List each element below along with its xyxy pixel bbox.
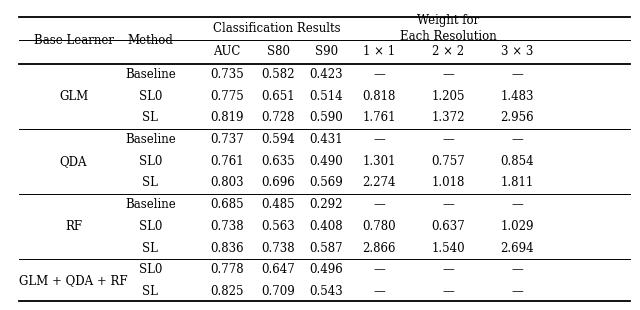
Text: SL: SL <box>143 176 158 189</box>
Text: 1.018: 1.018 <box>431 176 465 189</box>
Text: S90: S90 <box>315 46 338 58</box>
Text: 0.514: 0.514 <box>310 90 343 103</box>
Text: 0.836: 0.836 <box>211 241 244 255</box>
Text: 0.737: 0.737 <box>211 133 244 146</box>
Text: 0.738: 0.738 <box>211 220 244 233</box>
Text: 0.819: 0.819 <box>211 111 244 124</box>
Text: 3 × 3: 3 × 3 <box>501 46 533 58</box>
Text: 2.274: 2.274 <box>362 176 396 189</box>
Text: 0.635: 0.635 <box>262 155 295 168</box>
Text: —: — <box>442 68 454 81</box>
Text: —: — <box>511 133 523 146</box>
Text: Weight for
Each Resolution: Weight for Each Resolution <box>399 14 497 43</box>
Text: 0.423: 0.423 <box>310 68 343 81</box>
Text: —: — <box>373 68 385 81</box>
Text: S80: S80 <box>267 46 290 58</box>
Text: 0.582: 0.582 <box>262 68 295 81</box>
Text: 2 × 2: 2 × 2 <box>432 46 464 58</box>
Text: —: — <box>373 263 385 276</box>
Text: SL0: SL0 <box>139 155 162 168</box>
Text: 0.647: 0.647 <box>262 263 295 276</box>
Text: 0.696: 0.696 <box>262 176 295 189</box>
Text: 0.818: 0.818 <box>362 90 396 103</box>
Text: 0.757: 0.757 <box>431 155 465 168</box>
Text: —: — <box>442 263 454 276</box>
Text: 1.029: 1.029 <box>500 220 534 233</box>
Text: 0.778: 0.778 <box>211 263 244 276</box>
Text: 2.694: 2.694 <box>500 241 534 255</box>
Text: 1.301: 1.301 <box>362 155 396 168</box>
Text: SL0: SL0 <box>139 90 162 103</box>
Text: 0.651: 0.651 <box>262 90 295 103</box>
Text: 0.780: 0.780 <box>362 220 396 233</box>
Text: SL: SL <box>143 111 158 124</box>
Text: —: — <box>373 198 385 211</box>
Text: 0.738: 0.738 <box>262 241 295 255</box>
Text: 0.803: 0.803 <box>211 176 244 189</box>
Text: QDA: QDA <box>60 155 87 168</box>
Text: 0.490: 0.490 <box>310 155 343 168</box>
Text: —: — <box>511 68 523 81</box>
Text: RF: RF <box>65 220 82 233</box>
Text: 0.761: 0.761 <box>211 155 244 168</box>
Text: 0.496: 0.496 <box>310 263 343 276</box>
Text: 1 × 1: 1 × 1 <box>363 46 395 58</box>
Text: —: — <box>442 285 454 298</box>
Text: —: — <box>442 133 454 146</box>
Text: 0.594: 0.594 <box>262 133 295 146</box>
Text: 1.205: 1.205 <box>431 90 465 103</box>
Text: 2.956: 2.956 <box>500 111 534 124</box>
Text: 0.563: 0.563 <box>262 220 295 233</box>
Text: 1.372: 1.372 <box>431 111 465 124</box>
Text: 0.408: 0.408 <box>310 220 343 233</box>
Text: SL: SL <box>143 285 158 298</box>
Text: 0.590: 0.590 <box>310 111 343 124</box>
Text: GLM + QDA + RF: GLM + QDA + RF <box>19 274 128 287</box>
Text: 0.685: 0.685 <box>211 198 244 211</box>
Text: 0.775: 0.775 <box>211 90 244 103</box>
Text: —: — <box>373 285 385 298</box>
Text: AUC: AUC <box>214 46 241 58</box>
Text: Base Learner: Base Learner <box>34 34 114 47</box>
Text: 0.854: 0.854 <box>500 155 534 168</box>
Text: 0.485: 0.485 <box>262 198 295 211</box>
Text: 1.811: 1.811 <box>500 176 534 189</box>
Text: —: — <box>442 198 454 211</box>
Text: 0.637: 0.637 <box>431 220 465 233</box>
Text: 0.431: 0.431 <box>310 133 343 146</box>
Text: 2.866: 2.866 <box>362 241 396 255</box>
Text: 0.728: 0.728 <box>262 111 295 124</box>
Text: 0.709: 0.709 <box>262 285 295 298</box>
Text: 0.569: 0.569 <box>310 176 343 189</box>
Text: SL0: SL0 <box>139 220 162 233</box>
Text: 1.540: 1.540 <box>431 241 465 255</box>
Text: —: — <box>373 133 385 146</box>
Text: 1.761: 1.761 <box>362 111 396 124</box>
Text: 1.483: 1.483 <box>500 90 534 103</box>
Text: 0.825: 0.825 <box>211 285 244 298</box>
Text: 0.587: 0.587 <box>310 241 343 255</box>
Text: Baseline: Baseline <box>125 133 176 146</box>
Text: GLM: GLM <box>59 90 88 103</box>
Text: Baseline: Baseline <box>125 68 176 81</box>
Text: Baseline: Baseline <box>125 198 176 211</box>
Text: SL0: SL0 <box>139 263 162 276</box>
Text: 0.292: 0.292 <box>310 198 343 211</box>
Text: 0.735: 0.735 <box>211 68 244 81</box>
Text: Classification Results: Classification Results <box>213 22 340 35</box>
Text: —: — <box>511 198 523 211</box>
Text: 0.543: 0.543 <box>310 285 343 298</box>
Text: Method: Method <box>127 34 173 47</box>
Text: —: — <box>511 263 523 276</box>
Text: —: — <box>511 285 523 298</box>
Text: SL: SL <box>143 241 158 255</box>
